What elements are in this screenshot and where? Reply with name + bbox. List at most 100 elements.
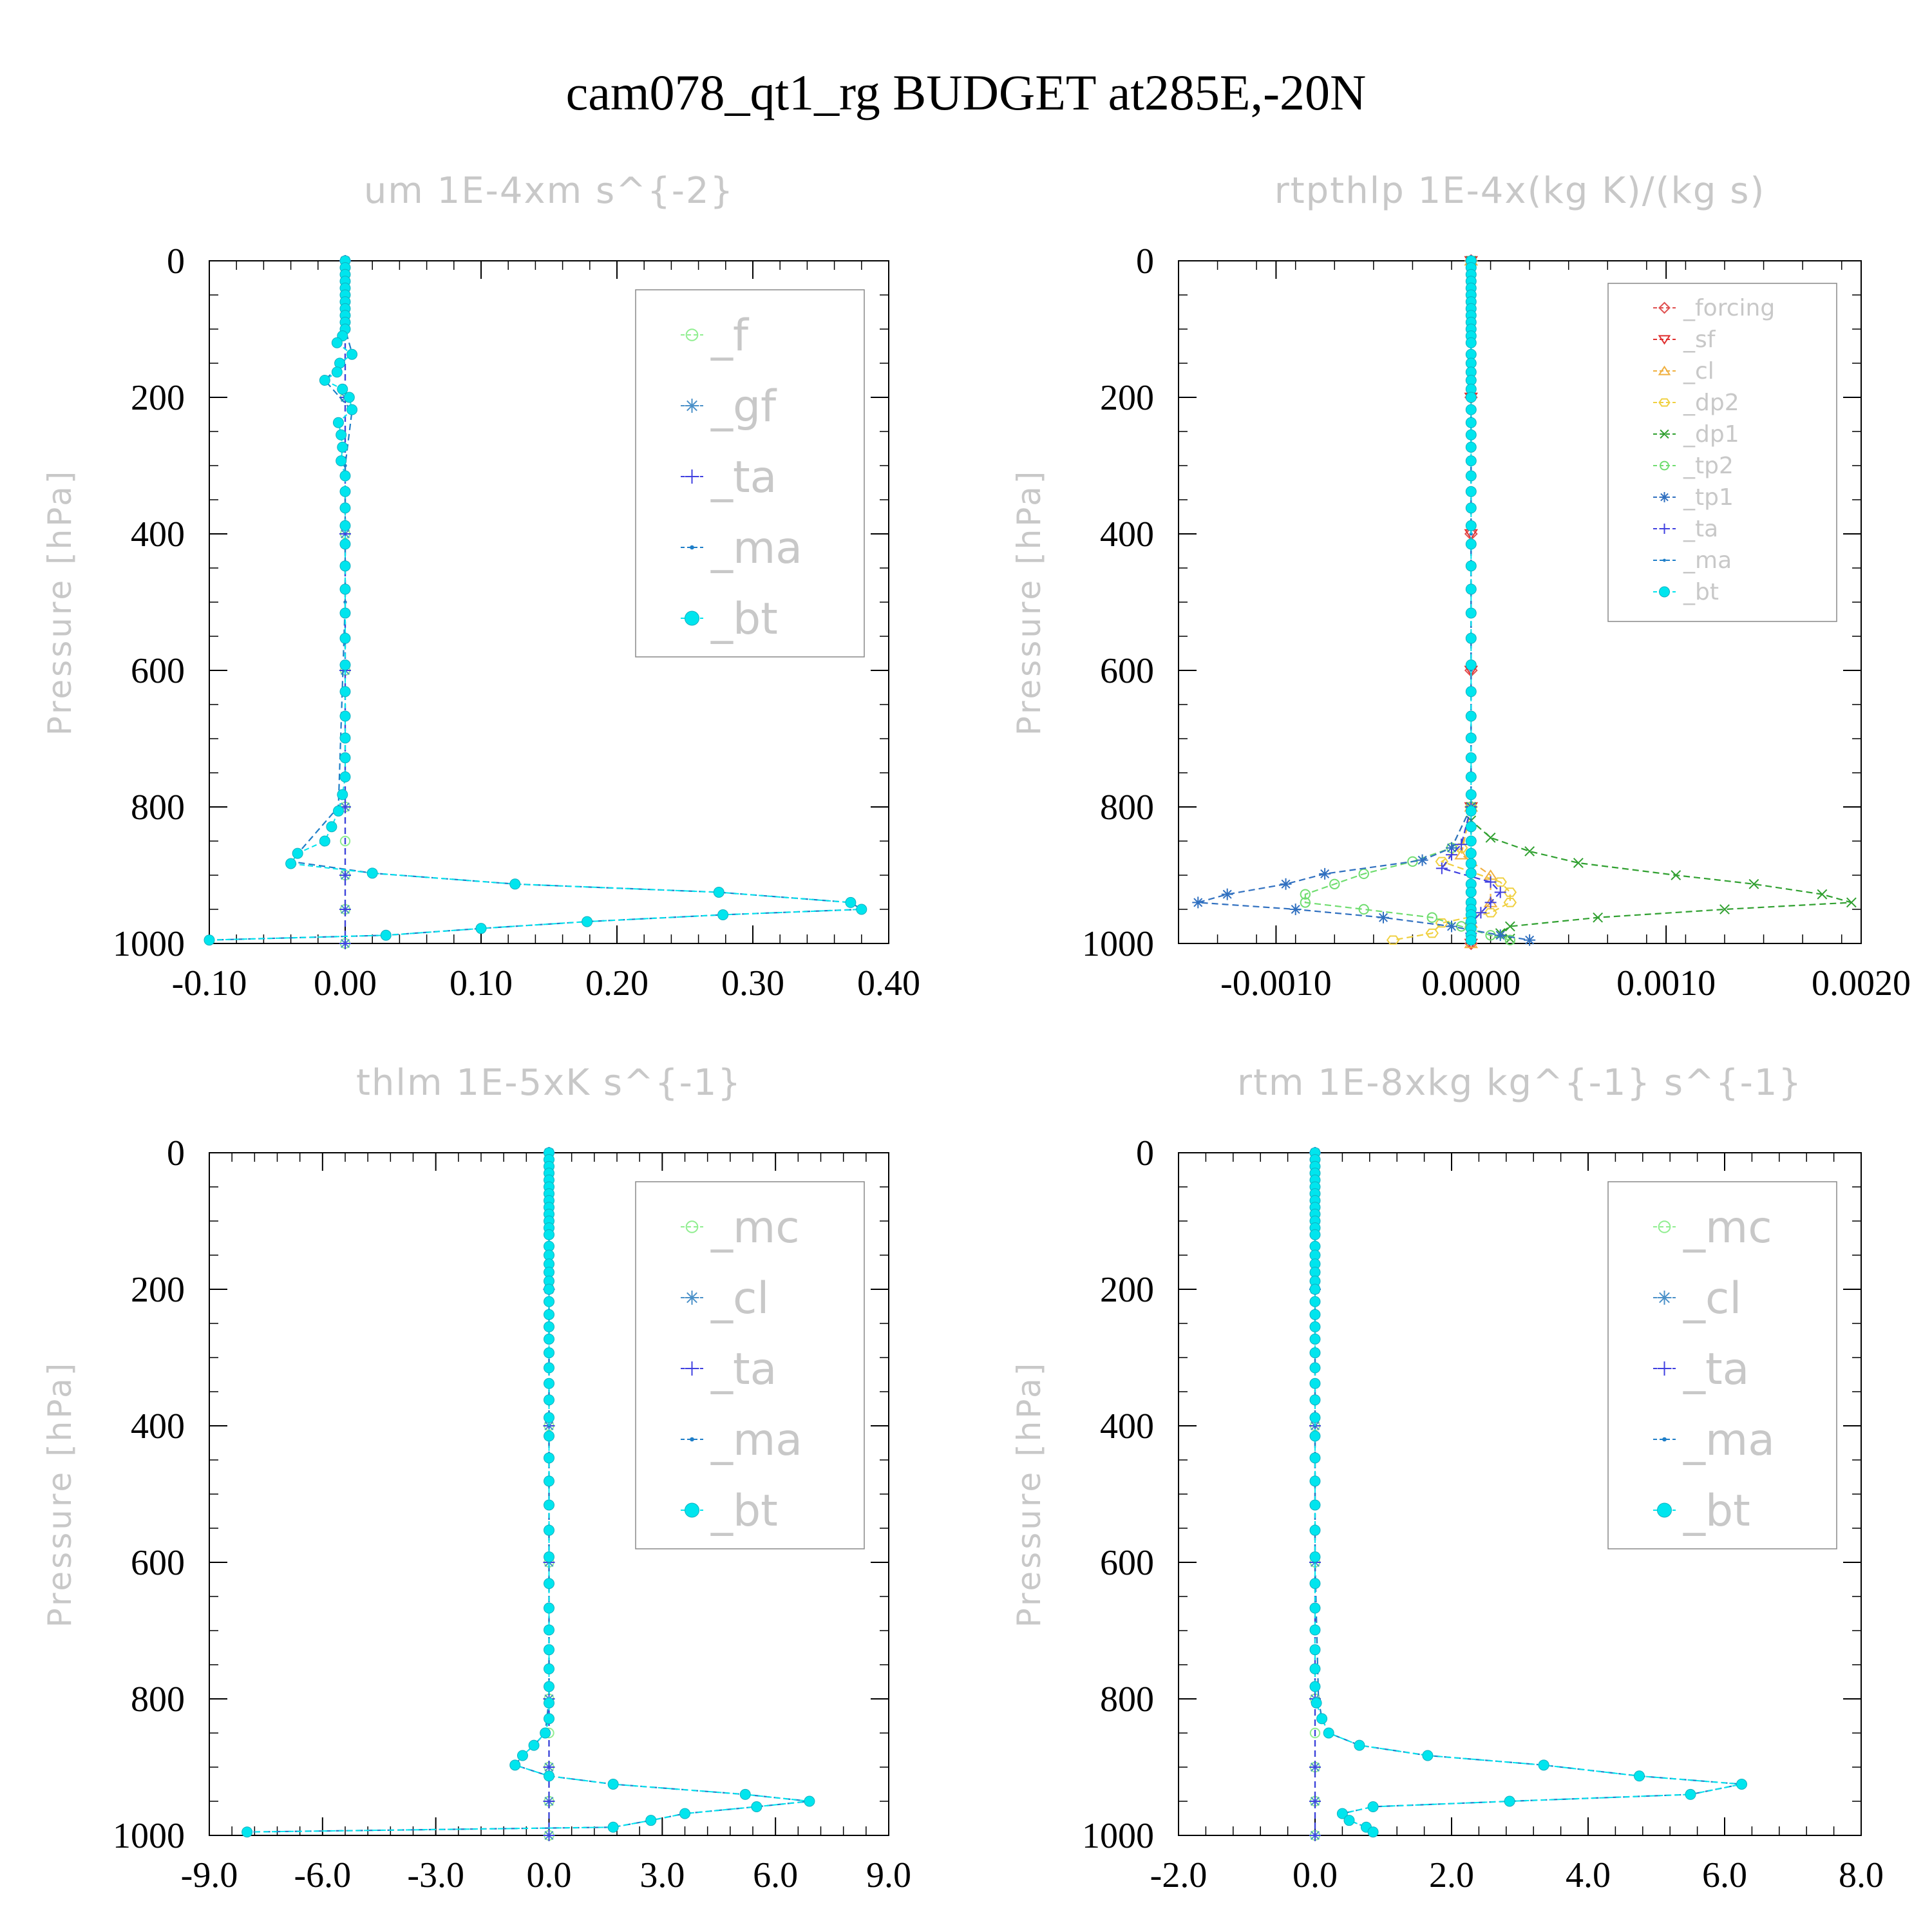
- data-point: [1846, 897, 1857, 908]
- data-point: [380, 929, 392, 941]
- data-point: [1309, 1333, 1321, 1345]
- data-point: [544, 1309, 554, 1320]
- x-tick-label: -9.0: [181, 1855, 238, 1895]
- x-tick-label: 4.0: [1566, 1855, 1611, 1895]
- legend-marker: [1657, 1502, 1672, 1518]
- x-tick-label: 0.20: [585, 963, 649, 1003]
- legend-marker: [1659, 524, 1670, 534]
- legend-marker: [1657, 1361, 1672, 1376]
- y-tick-label: 0: [1136, 1133, 1154, 1173]
- legend-marker: [685, 328, 699, 341]
- x-tick-label: 8.0: [1839, 1855, 1884, 1895]
- legend-label: _ta: [710, 1344, 777, 1395]
- y-tick-label: 800: [131, 788, 185, 828]
- data-point: [1309, 1321, 1321, 1332]
- data-point: [544, 1770, 554, 1782]
- data-point: [1358, 868, 1369, 880]
- legend-label: _mc: [1683, 1202, 1772, 1253]
- data-point: [1465, 771, 1477, 782]
- legend-label: _ta: [1683, 1344, 1749, 1395]
- data-point: [1465, 686, 1477, 697]
- series_bt: [204, 255, 867, 946]
- legend-label: _tp1: [1683, 484, 1734, 511]
- data-point: [339, 607, 351, 619]
- panel-2: rtpthlp 1E-4x(kg K)/(kg s) Pressure [hPa]…: [1010, 170, 1911, 1003]
- x-tick-label: 0.0020: [1812, 963, 1911, 1003]
- data-point: [544, 1394, 554, 1406]
- data-point: [543, 1830, 555, 1841]
- y-tick-label: 800: [1100, 788, 1154, 828]
- y-tick-label: 200: [131, 1270, 185, 1310]
- data-point: [1465, 858, 1477, 869]
- data-point: [1475, 907, 1487, 919]
- data-point: [1465, 867, 1477, 879]
- data-point: [1538, 1759, 1549, 1771]
- legend-marker: [1658, 1220, 1671, 1233]
- data-point: [1416, 854, 1428, 866]
- x-tick-label: 0.0010: [1616, 963, 1716, 1003]
- x-tick-label: 0.40: [857, 963, 920, 1003]
- data-point: [1465, 934, 1477, 946]
- x-tick-label: 0.0000: [1421, 963, 1520, 1003]
- series_bt: [1465, 255, 1477, 946]
- data-point: [339, 632, 351, 644]
- y-tick-label: 200: [131, 378, 185, 418]
- data-point: [1407, 856, 1418, 867]
- legend-label: _bt: [1683, 579, 1719, 605]
- series_bt: [1309, 1147, 1747, 1838]
- data-point: [544, 1430, 554, 1442]
- x-tick-label: 6.0: [1702, 1855, 1747, 1895]
- legend-label: _cl: [1683, 358, 1714, 384]
- data-point: [1309, 1830, 1321, 1841]
- legend-label: _dp1: [1683, 421, 1739, 448]
- legend-marker: [1658, 301, 1671, 314]
- data-point: [1455, 838, 1468, 851]
- x-tick-label: 6.0: [753, 1855, 798, 1895]
- data-point: [1309, 1602, 1321, 1614]
- data-point: [1465, 560, 1477, 572]
- data-point: [1748, 878, 1759, 889]
- data-point: [1465, 607, 1477, 619]
- x-tick-label: 0.00: [314, 963, 377, 1003]
- data-point: [1465, 583, 1477, 595]
- data-point: [1504, 933, 1515, 944]
- panel-1: um 1E-4xm s^{-2} Pressure [hPa] 0 200 400 600…: [41, 170, 920, 1003]
- data-point: [337, 441, 348, 453]
- data-point: [339, 938, 351, 949]
- data-point: [856, 904, 867, 915]
- legend-marker: [1658, 335, 1671, 345]
- data-point: [1311, 1697, 1322, 1709]
- data-point: [343, 600, 347, 604]
- series_bt: [242, 1147, 815, 1838]
- data-point: [319, 375, 330, 386]
- x-tick-label: -0.0010: [1220, 963, 1332, 1003]
- data-point: [1504, 934, 1516, 945]
- data-point: [1484, 896, 1497, 909]
- data-point: [339, 659, 351, 671]
- data-point: [1309, 1309, 1321, 1320]
- x-tick-label: 0.30: [721, 963, 784, 1003]
- data-point: [1309, 1681, 1321, 1692]
- data-point: [1323, 1727, 1334, 1739]
- data-point: [543, 1795, 555, 1807]
- data-point: [1465, 835, 1477, 847]
- data-point: [1446, 842, 1457, 854]
- legend-marker: [690, 545, 694, 550]
- data-point: [1309, 1430, 1321, 1442]
- data-point: [1386, 935, 1400, 945]
- data-point: [1465, 455, 1477, 467]
- legend: _f _gf _ta _ma _bt: [635, 289, 865, 658]
- y-axis-label: Pressure [hPa]: [1010, 469, 1048, 736]
- data-point: [1485, 832, 1496, 843]
- data-point: [1309, 1296, 1321, 1307]
- data-point: [1309, 1524, 1321, 1536]
- data-point: [516, 1750, 528, 1761]
- data-point: [1524, 934, 1536, 946]
- data-point: [1425, 928, 1439, 938]
- data-point: [544, 1229, 554, 1240]
- data-point: [1309, 1624, 1321, 1636]
- data-point: [1465, 805, 1477, 817]
- panel-title: rtm 1E-8xkg kg^{-1} s^{-1}: [1237, 1062, 1803, 1104]
- legend-marker: [1663, 558, 1666, 562]
- y-tick-label: 200: [1100, 378, 1154, 418]
